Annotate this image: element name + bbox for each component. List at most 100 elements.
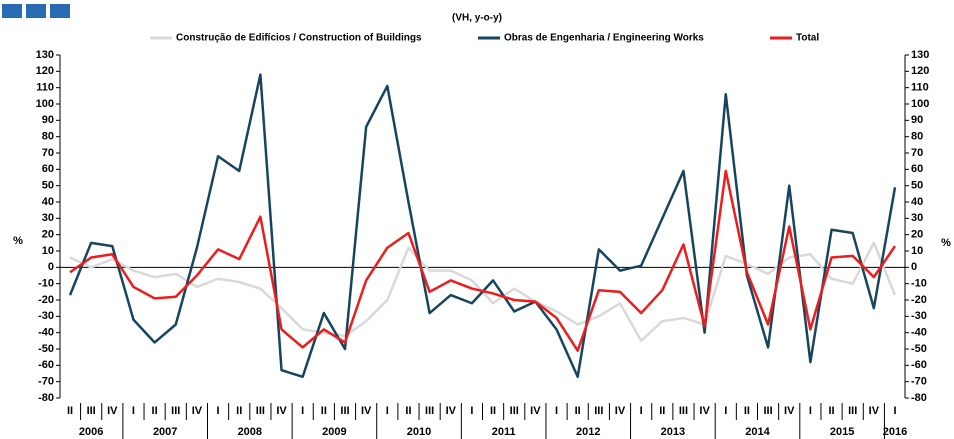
y2-tick-label: -20 — [911, 294, 927, 306]
y2-tick-label: 80 — [911, 131, 923, 143]
legend-label: Total — [796, 33, 819, 44]
logo-block — [26, 4, 46, 18]
year-label: 2008 — [238, 426, 262, 438]
y2-tick-label: 0 — [911, 261, 917, 273]
y-tick-label: 130 — [36, 49, 54, 61]
x-tick-label: II — [659, 405, 665, 417]
y-tick-label: 70 — [42, 147, 54, 159]
x-tick-label: II — [575, 405, 581, 417]
x-tick-label: IV — [192, 405, 203, 417]
y-tick-label: -20 — [38, 294, 54, 306]
x-tick-label: IV — [869, 405, 880, 417]
x-tick-label: I — [640, 405, 643, 417]
y-tick-label: 40 — [42, 196, 54, 208]
y-tick-label: 0 — [48, 261, 54, 273]
y-tick-label: -50 — [38, 343, 54, 355]
x-tick-label: IV — [699, 405, 710, 417]
y-tick-label: -80 — [38, 392, 54, 404]
y2-tick-label: -80 — [911, 392, 927, 404]
y-tick-label: -40 — [38, 327, 54, 339]
x-tick-label: I — [132, 405, 135, 417]
x-tick-label: III — [848, 405, 857, 417]
y2-tick-label: 120 — [911, 65, 929, 77]
year-label: 2016 — [883, 426, 907, 438]
x-tick-label: III — [340, 405, 349, 417]
year-label: 2011 — [492, 426, 516, 438]
y-tick-label: 10 — [42, 245, 54, 257]
y2-tick-label: 30 — [911, 212, 923, 224]
series-line — [69, 169, 897, 352]
y2-tick-label: 50 — [911, 180, 923, 192]
x-tick-label: III — [510, 405, 519, 417]
y2-tick-label: 10 — [911, 245, 923, 257]
y2-tick-label: 20 — [911, 229, 923, 241]
y2-tick-label: 130 — [911, 49, 929, 61]
x-tick-label: IV — [107, 405, 118, 417]
y2-tick-label: 70 — [911, 147, 923, 159]
y2-tick-label: 110 — [911, 82, 929, 94]
x-tick-label: II — [490, 405, 496, 417]
x-tick-label: IV — [361, 405, 372, 417]
year-label: 2014 — [745, 426, 770, 438]
legend-label: Construção de Edifícios / Construction o… — [176, 33, 422, 44]
x-tick-label: IV — [446, 405, 457, 417]
y-tick-label: 90 — [42, 114, 54, 126]
x-tick-label: III — [171, 405, 180, 417]
y2-tick-label: -50 — [911, 343, 927, 355]
legend-label: Obras de Engenharia / Engineering Works — [504, 33, 704, 44]
year-label: 2007 — [153, 426, 177, 438]
x-tick-label: IV — [276, 405, 287, 417]
x-tick-label: I — [809, 405, 812, 417]
x-tick-label: IV — [615, 405, 626, 417]
chart-subtitle: (VH, y-o-y) — [452, 13, 502, 24]
y-tick-label: 30 — [42, 212, 54, 224]
x-tick-label: III — [425, 405, 434, 417]
y2-tick-label: -30 — [911, 310, 927, 322]
x-tick-label: III — [763, 405, 772, 417]
x-tick-label: II — [321, 405, 327, 417]
y-tick-label: 50 — [42, 180, 54, 192]
y2-tick-label: 90 — [911, 114, 923, 126]
y2-tick-label: -60 — [911, 359, 927, 371]
x-tick-label: III — [594, 405, 603, 417]
logo-block — [2, 4, 22, 18]
y2-axis-label: % — [941, 237, 951, 249]
x-tick-label: I — [470, 405, 473, 417]
x-tick-label: II — [405, 405, 411, 417]
logo-block — [50, 4, 70, 18]
x-tick-label: II — [828, 405, 834, 417]
y-tick-label: -30 — [38, 310, 54, 322]
x-tick-label: I — [301, 405, 304, 417]
x-tick-label: III — [87, 405, 96, 417]
year-label: 2015 — [830, 426, 854, 438]
x-tick-label: I — [217, 405, 220, 417]
x-tick-label: II — [744, 405, 750, 417]
year-label: 2013 — [661, 426, 685, 438]
y-tick-label: 80 — [42, 131, 54, 143]
year-label: 2010 — [407, 426, 431, 438]
x-tick-label: IV — [784, 405, 795, 417]
y-tick-label: -70 — [38, 376, 54, 388]
x-tick-label: III — [679, 405, 688, 417]
year-label: 2006 — [79, 426, 103, 438]
y-axis-label: % — [13, 235, 23, 247]
y-tick-label: 20 — [42, 229, 54, 241]
y-tick-label: 120 — [36, 65, 54, 77]
x-tick-label: III — [256, 405, 265, 417]
y2-tick-label: -40 — [911, 327, 927, 339]
series-line — [68, 73, 897, 379]
x-tick-label: IV — [530, 405, 541, 417]
y2-tick-label: 60 — [911, 163, 923, 175]
y2-tick-label: 100 — [911, 98, 929, 110]
x-tick-label: II — [236, 405, 242, 417]
y-tick-label: -10 — [38, 278, 54, 290]
y-tick-label: 60 — [42, 163, 54, 175]
x-tick-label: II — [152, 405, 158, 417]
x-tick-label: I — [386, 405, 389, 417]
x-tick-label: I — [724, 405, 727, 417]
x-tick-label: II — [67, 405, 73, 417]
y2-tick-label: -70 — [911, 376, 927, 388]
y2-tick-label: -10 — [911, 278, 927, 290]
x-tick-label: I — [555, 405, 558, 417]
